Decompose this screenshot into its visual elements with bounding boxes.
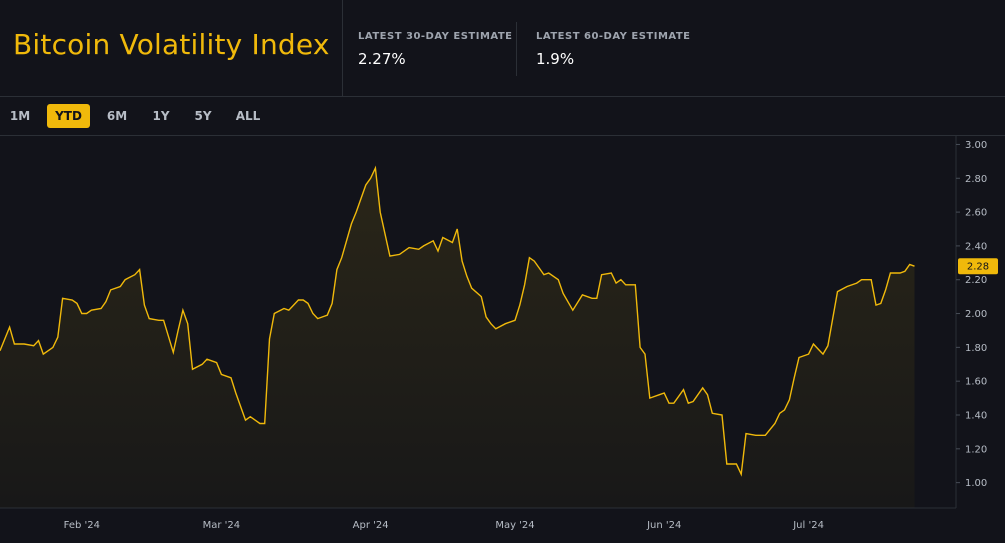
x-axis-ticks: Feb '24 Mar '24 Apr '24 May '24 Jun '24 Jul '…: [64, 520, 824, 531]
x-tick-label: Jul '24: [792, 520, 824, 531]
tab-6m[interactable]: 6M: [106, 109, 128, 123]
y-tick-label: 1.00: [965, 478, 987, 489]
x-tick-label: Jun '24: [646, 520, 681, 531]
x-tick-label: May '24: [495, 520, 534, 531]
x-tick-label: Mar '24: [203, 520, 241, 531]
header: Bitcoin Volatility Index LATEST 30-DAY E…: [0, 0, 1005, 97]
stat-60day-label: LATEST 60-DAY ESTIMATE: [536, 31, 691, 42]
y-tick-label: 1.20: [965, 444, 987, 455]
header-divider: [342, 0, 343, 96]
y-tick-label: 1.80: [965, 343, 987, 354]
last-value-badge: [958, 258, 998, 275]
tab-all[interactable]: ALL: [235, 109, 261, 123]
last-value-label: 2.28: [967, 262, 989, 273]
y-tick-label: 2.60: [965, 208, 987, 219]
y-tick-label: 2.20: [965, 275, 987, 286]
y-tick-label: 1.60: [965, 377, 987, 388]
y-tick-label: 3.00: [965, 140, 987, 151]
stat-30day-value: 2.27%: [358, 50, 406, 68]
series-line: [0, 165, 915, 477]
tab-1y[interactable]: 1Y: [152, 109, 170, 123]
last-value-marker: 2.28: [958, 258, 998, 275]
x-tick-label: Apr '24: [353, 520, 389, 531]
page-title: Bitcoin Volatility Index: [13, 28, 330, 61]
tab-5y[interactable]: 5Y: [194, 109, 212, 123]
x-tick-label: Feb '24: [64, 520, 100, 531]
stat-divider: [516, 22, 517, 76]
y-tick-label: 2.80: [965, 174, 987, 185]
stat-60day-value: 1.9%: [536, 50, 575, 68]
chart-area-fill: [0, 168, 915, 508]
chart-svg: 3.00 2.80 2.60 2.40 2.20 2.00 1.80 1.60 1.40 1.20…: [0, 136, 998, 531]
y-axis-ticks: 3.00 2.80 2.60 2.40 2.20 2.00 1.80 1.60 1.40 1.20…: [956, 140, 987, 489]
y-tick-label: 1.40: [965, 411, 987, 422]
stat-30day-label: LATEST 30-DAY ESTIMATE: [358, 31, 513, 42]
volatility-chart[interactable]: 3.00 2.80 2.60 2.40 2.20 2.00 1.80 1.60 1.40 1.20…: [0, 136, 1005, 539]
y-tick-label: 2.40: [965, 241, 987, 252]
y-tick-label: 2.00: [965, 309, 987, 320]
tab-1m[interactable]: 1M: [9, 109, 31, 123]
tab-ytd[interactable]: YTD: [47, 104, 90, 128]
time-range-tabs: 1M YTD 6M 1Y 5Y ALL: [0, 97, 1005, 136]
